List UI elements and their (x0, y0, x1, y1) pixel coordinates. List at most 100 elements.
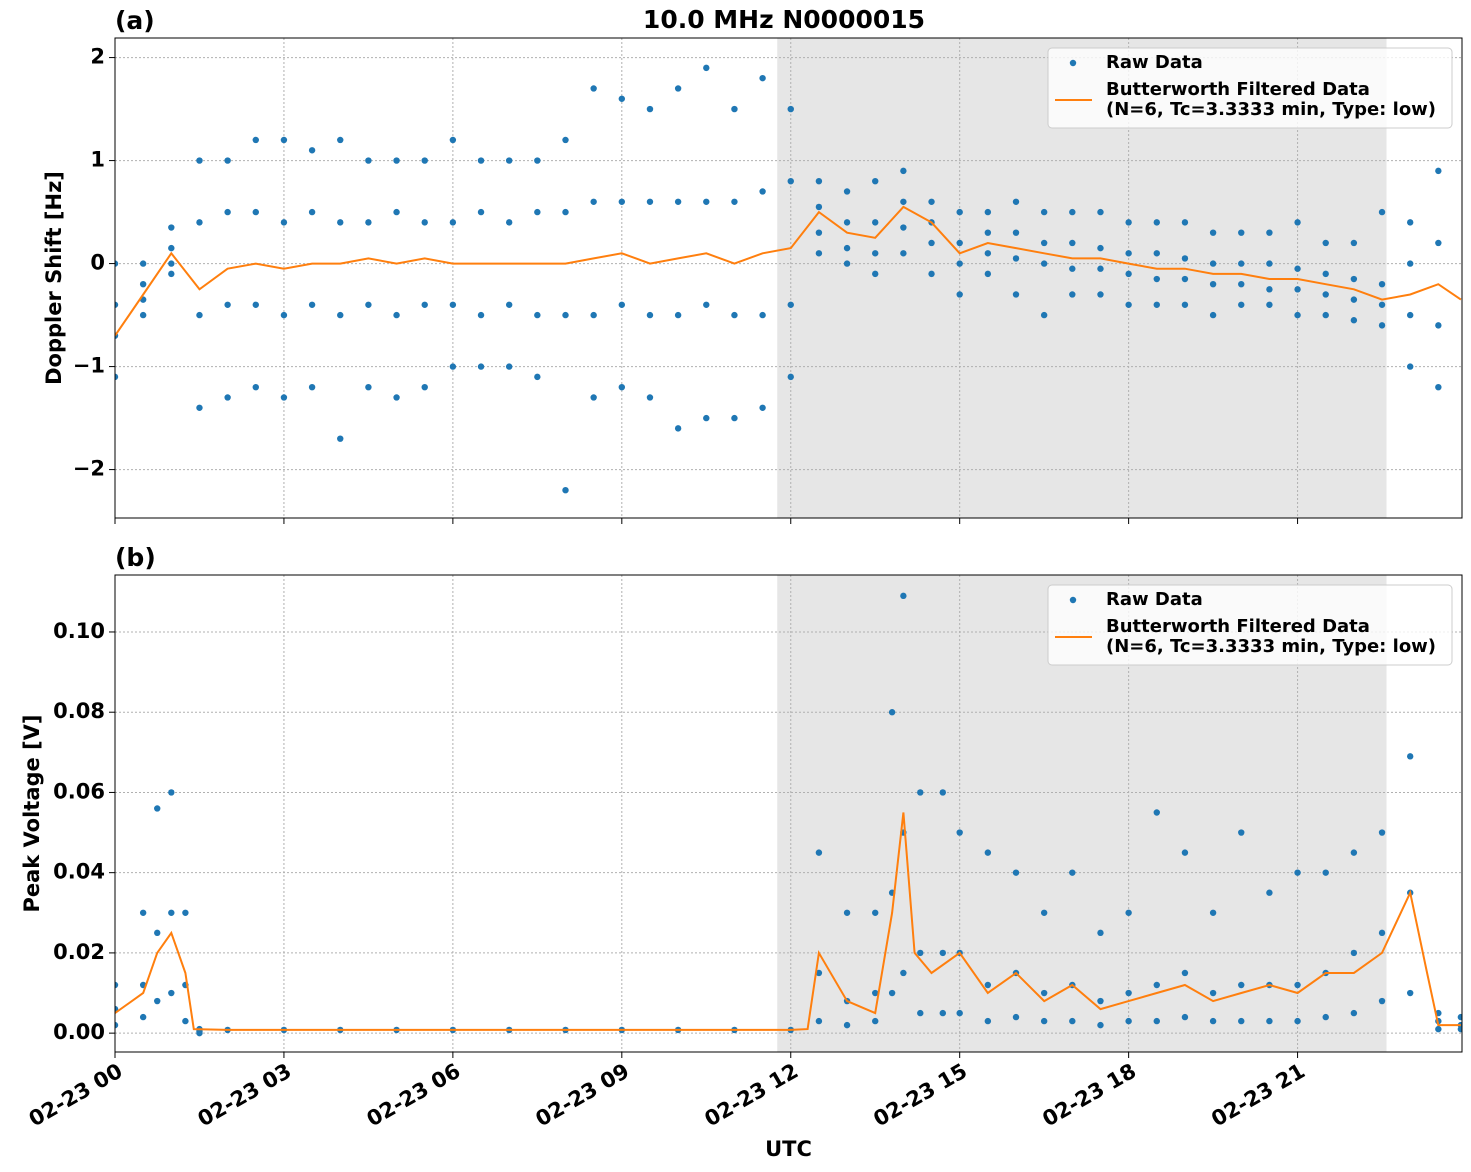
raw-point (590, 311, 597, 319)
raw-point (1350, 275, 1358, 283)
y-tick-label: −2 (73, 457, 105, 481)
raw-point (534, 208, 541, 216)
raw-point (449, 219, 457, 226)
raw-point (703, 414, 710, 422)
raw-point (1012, 255, 1020, 262)
raw-point (1266, 260, 1273, 267)
legend-box (1047, 584, 1453, 666)
raw-point (1125, 301, 1132, 308)
raw-point (562, 208, 569, 216)
raw-point (534, 373, 541, 381)
raw-point (703, 198, 710, 205)
chart-title: 10.0 MHz N0000015 (643, 5, 925, 34)
raw-point (646, 311, 654, 319)
raw-point (872, 989, 879, 997)
raw-point (1350, 849, 1358, 856)
raw-point (308, 383, 316, 391)
raw-point (1209, 260, 1217, 267)
raw-point (984, 208, 992, 216)
raw-point (534, 157, 541, 164)
raw-point (703, 301, 710, 308)
x-tick-label: 02-23 21 (1207, 1059, 1309, 1132)
raw-point (1040, 909, 1048, 916)
y-tick-label: 0.10 (53, 619, 105, 643)
raw-point (1069, 291, 1076, 298)
raw-point (337, 311, 344, 319)
raw-point (337, 136, 344, 144)
filtered-line (115, 205, 1462, 337)
raw-point (1040, 260, 1048, 267)
raw-point (900, 198, 907, 205)
raw-point (1153, 250, 1160, 257)
y-tick-label: 0 (90, 251, 105, 275)
raw-point (1294, 981, 1301, 989)
y-tick-label: 1 (90, 148, 105, 172)
raw-point (139, 280, 147, 288)
raw-point (280, 311, 288, 319)
raw-point (1406, 219, 1414, 226)
raw-point (917, 949, 924, 957)
raw-point (731, 105, 738, 113)
raw-point (1266, 1017, 1273, 1025)
x-tick-label: 02-23 03 (194, 1059, 296, 1132)
raw-point (674, 85, 682, 92)
raw-point (618, 198, 626, 205)
raw-point (421, 301, 428, 308)
raw-point (984, 250, 992, 257)
raw-point (168, 260, 175, 267)
raw-point (1238, 301, 1245, 308)
raw-point (956, 291, 963, 298)
raw-point (280, 136, 288, 144)
raw-point (196, 404, 203, 411)
raw-point (674, 311, 682, 319)
filtered-line (115, 812, 1461, 1031)
raw-point (900, 224, 907, 231)
raw-point (1153, 809, 1160, 816)
raw-point (1435, 322, 1442, 329)
raw-point (590, 394, 597, 401)
y-axis-label: Peak Voltage [V] (20, 714, 44, 912)
raw-point (1181, 1013, 1189, 1021)
raw-point (365, 301, 372, 308)
raw-point (1406, 989, 1414, 997)
raw-point (1406, 363, 1414, 370)
raw-point (115, 1021, 119, 1029)
raw-point (1457, 1013, 1462, 1021)
raw-point (1406, 260, 1414, 267)
raw-point (984, 1017, 992, 1025)
y-tick-label: 0.08 (53, 699, 105, 723)
raw-point (365, 383, 372, 391)
raw-point (1350, 296, 1358, 303)
raw-point (308, 147, 316, 154)
raw-point (115, 981, 119, 989)
raw-point (843, 1021, 851, 1029)
raw-point (1209, 989, 1217, 997)
raw-point (984, 981, 992, 989)
raw-point (646, 198, 654, 205)
y-tick-label: 0.02 (53, 940, 105, 964)
y-tick-label: 0.00 (53, 1020, 105, 1044)
raw-point (787, 373, 794, 381)
raw-point (1012, 198, 1020, 205)
raw-point (731, 198, 738, 205)
raw-point (928, 239, 935, 247)
raw-point (1238, 1017, 1245, 1025)
raw-point (393, 394, 400, 401)
raw-point (731, 414, 738, 422)
y-tick-label: −1 (73, 354, 105, 378)
raw-point (1350, 239, 1358, 247)
raw-point (759, 74, 766, 82)
raw-point (956, 260, 963, 267)
raw-point (900, 250, 907, 257)
raw-point (1097, 244, 1104, 252)
raw-point (1125, 250, 1132, 257)
plot-area (115, 64, 1462, 494)
raw-point (1322, 291, 1329, 298)
raw-point (1378, 997, 1386, 1005)
raw-point (252, 301, 259, 308)
raw-point (984, 270, 992, 278)
raw-point (393, 311, 400, 319)
raw-point (224, 394, 231, 401)
raw-point (1153, 301, 1160, 308)
raw-point (1266, 301, 1273, 308)
